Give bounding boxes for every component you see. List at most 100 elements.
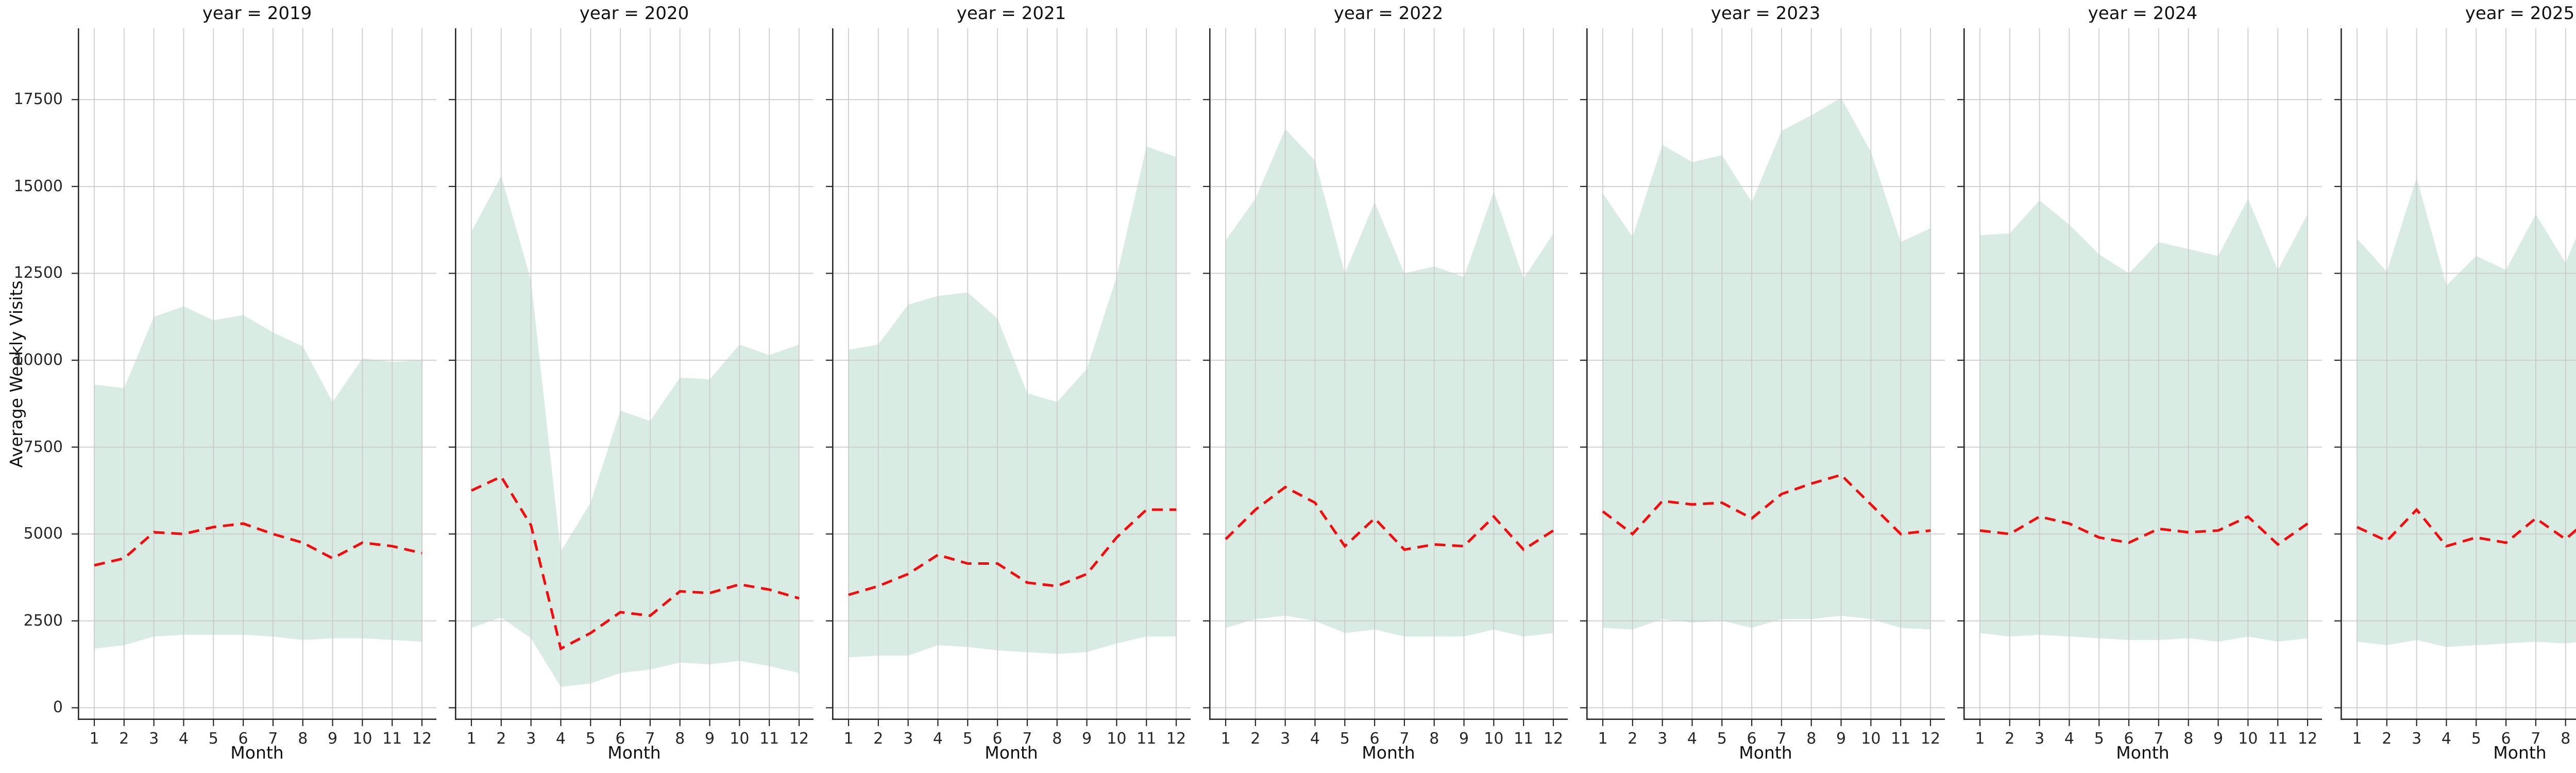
x-tick-label: 4 (2442, 730, 2451, 748)
x-tick-label: 2 (2382, 730, 2392, 748)
x-tick-label: 12 (1921, 730, 1940, 748)
x-tick-label: 10 (1484, 730, 1503, 748)
x-tick-label: 2 (1628, 730, 1637, 748)
y-tick-label: 15000 (13, 177, 63, 195)
x-tick-label: 2 (2005, 730, 2014, 748)
x-tick-label: 3 (2412, 730, 2421, 748)
x-tick-label: 8 (2561, 730, 2570, 748)
x-tick-label: 11 (759, 730, 779, 748)
x-tick-label: 5 (963, 730, 973, 748)
x-tick-label: 7 (2531, 730, 2540, 748)
median-line (94, 522, 422, 567)
x-tick-label: 5 (1340, 730, 1350, 748)
x-tick-label: 1 (843, 730, 853, 748)
percentile-band-area (94, 306, 422, 649)
facet-title: year = 2024 (2088, 3, 2198, 24)
median-line (1602, 473, 1931, 536)
x-axis-title: Month (1739, 743, 1792, 763)
facet-year-2020: year = 2020 1 2 3 4 5 6 7 8 9 10 11 12 Month (449, 0, 814, 773)
x-tick-label: 3 (526, 730, 536, 748)
x-tick-label: 9 (1459, 730, 1469, 748)
x-tick-label: 4 (1687, 730, 1697, 748)
x-tick-label: 2 (1250, 730, 1260, 748)
y-axis-tick-labels: 0 2500 5000 7500 10000 12500 15000 17500 (0, 0, 70, 773)
facet-title: year = 2019 (202, 3, 312, 24)
x-tick-label: 12 (1544, 730, 1563, 748)
y-tick-label: 12500 (13, 264, 63, 282)
gridlines (455, 28, 814, 720)
gridlines (832, 28, 1191, 720)
x-tick-label: 5 (1717, 730, 1727, 748)
x-tick-label: 4 (2064, 730, 2074, 748)
x-tick-label: 3 (903, 730, 913, 748)
x-tick-label: 5 (586, 730, 596, 748)
x-tick-label: 6 (2501, 730, 2511, 748)
x-tick-label: 7 (1022, 730, 1032, 748)
x-tick-label: 8 (1052, 730, 1062, 748)
x-tick-label: 1 (1598, 730, 1607, 748)
x-tick-label: 9 (1836, 730, 1846, 748)
x-tick-label: 12 (1166, 730, 1186, 748)
x-tick-label: 2 (873, 730, 883, 748)
x-tick-label: 6 (239, 730, 248, 748)
x-tick-label: 1 (1975, 730, 1985, 748)
gridlines (2341, 28, 2576, 720)
facet-title: year = 2021 (956, 3, 1066, 24)
x-tick-label: 11 (2268, 730, 2287, 748)
x-tick-label: 1 (89, 730, 99, 748)
gridlines (1586, 28, 1945, 720)
median-line (1225, 485, 1554, 551)
x-tick-label: 11 (1137, 730, 1156, 748)
percentile-band-area (1980, 198, 2308, 642)
y-tick-label: 17500 (13, 90, 63, 109)
x-axis-title: Month (607, 743, 661, 763)
percentile-band-area (1226, 129, 1554, 637)
x-tick-label: 8 (1429, 730, 1439, 748)
x-tick-label: 7 (1399, 730, 1409, 748)
x-tick-label: 1 (2352, 730, 2362, 748)
axes-spines (1203, 28, 1568, 726)
x-tick-label: 10 (1107, 730, 1126, 748)
x-tick-label: 4 (179, 730, 189, 748)
x-tick-label: 6 (1370, 730, 1380, 748)
x-tick-label: 5 (209, 730, 218, 748)
axes-spines (1580, 28, 1945, 726)
facet-year-2022: year = 2022 1 2 3 4 5 6 7 8 9 10 11 12 Month (1203, 0, 1568, 773)
x-tick-label: 6 (2124, 730, 2134, 748)
x-tick-label: 12 (412, 730, 432, 748)
x-tick-label: 3 (1280, 730, 1290, 748)
gridlines (1963, 28, 2322, 720)
x-tick-label: 6 (993, 730, 1003, 748)
x-tick-label: 11 (1891, 730, 1910, 748)
x-tick-label: 3 (2035, 730, 2044, 748)
x-tick-label: 7 (268, 730, 278, 748)
x-tick-label: 2 (496, 730, 506, 748)
facet-title: year = 2020 (579, 3, 689, 24)
axes-spines (72, 28, 436, 726)
percentile-band-area (849, 146, 1177, 658)
x-tick-label: 1 (466, 730, 476, 748)
axes-spines (449, 28, 814, 726)
x-tick-label: 4 (1310, 730, 1320, 748)
y-tick-label: 2500 (23, 611, 63, 630)
x-tick-label: 6 (616, 730, 625, 748)
x-tick-label: 4 (933, 730, 943, 748)
y-tick-label: 7500 (23, 438, 63, 456)
x-tick-label: 5 (2094, 730, 2104, 748)
axes-spines (1957, 28, 2322, 726)
facet-title: year = 2022 (1333, 3, 1444, 24)
axes-spines (826, 28, 1191, 726)
median-line (470, 475, 800, 651)
x-tick-label: 12 (2298, 730, 2317, 748)
